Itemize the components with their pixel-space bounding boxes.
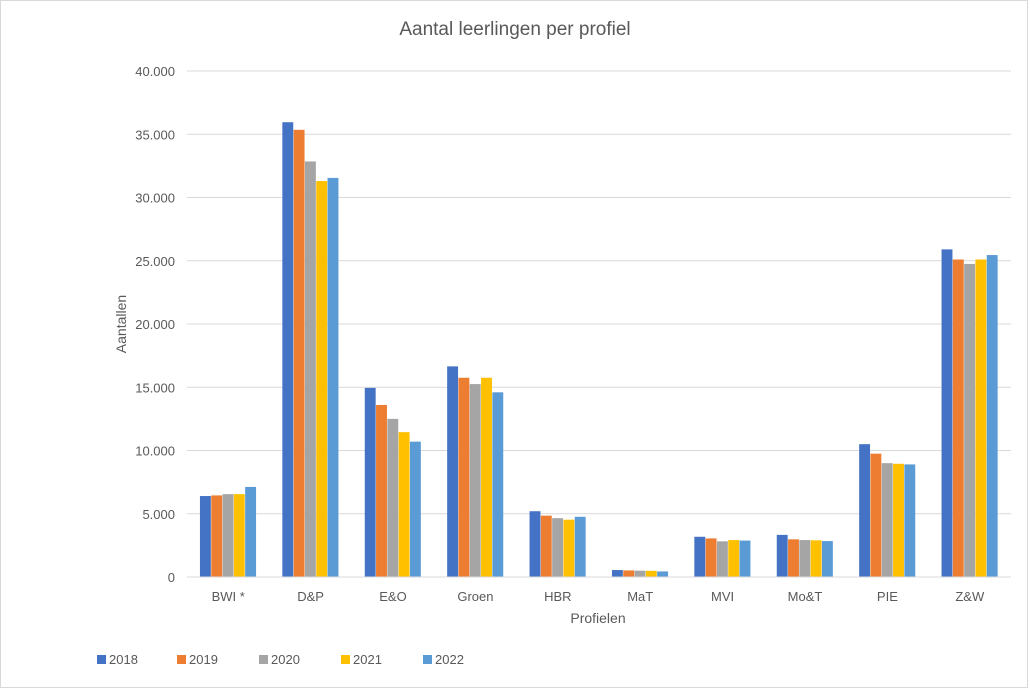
bar: [199, 496, 211, 577]
bar: [611, 570, 623, 577]
x-axis-ticks: BWI * D&P E&O Groen HBR MaT MVI Mo&T PIE Z&W: [212, 589, 985, 604]
legend-label: 2022: [435, 652, 464, 667]
bar: [376, 404, 387, 577]
x-tick-label: BWI *: [212, 589, 245, 604]
bar: [529, 511, 541, 577]
bar: [821, 541, 833, 577]
y-tick-label: 5.000: [142, 507, 175, 522]
bar: [282, 122, 294, 578]
x-tick-label: E&O: [379, 589, 406, 604]
bar: [788, 539, 799, 577]
legend-swatch: [97, 655, 106, 664]
bar: [657, 571, 669, 577]
bar: [893, 463, 904, 577]
bar: [398, 432, 410, 577]
bar: [552, 518, 564, 577]
bar: [447, 366, 459, 577]
legend: 2018 2019 2020 2021 2022: [97, 652, 464, 667]
bar: [810, 540, 822, 577]
bar: [469, 384, 481, 577]
bar: [975, 259, 987, 577]
legend-swatch: [423, 655, 432, 664]
x-axis-label: Profielen: [570, 610, 625, 626]
bar: [634, 570, 646, 577]
bar: [481, 377, 492, 577]
x-tick-label: MVI: [711, 589, 734, 604]
bar: [799, 540, 811, 577]
bar: [574, 516, 586, 577]
y-tick-label: 30.000: [135, 191, 175, 206]
x-tick-label: Z&W: [955, 589, 985, 604]
y-axis-label: Aantallen: [113, 295, 129, 353]
legend-swatch: [177, 655, 186, 664]
bar: [941, 249, 953, 578]
legend-swatch: [259, 655, 268, 664]
bar: [364, 387, 376, 577]
bar: [728, 540, 740, 577]
bar: [870, 453, 882, 577]
legend-label: 2020: [271, 652, 300, 667]
y-tick-label: 20.000: [135, 317, 175, 332]
bar: [211, 495, 223, 577]
bar: [776, 534, 788, 577]
bar: [904, 464, 916, 577]
x-tick-label: PIE: [877, 589, 898, 604]
legend-label: 2021: [353, 652, 382, 667]
x-tick-label: Mo&T: [788, 589, 823, 604]
bar: [492, 392, 504, 577]
y-tick-label: 0: [168, 570, 175, 585]
x-tick-label: HBR: [544, 589, 571, 604]
bar: [222, 494, 234, 577]
bar: [694, 536, 706, 577]
y-tick-label: 40.000: [135, 64, 175, 79]
bar: [705, 538, 717, 577]
x-tick-label: MaT: [627, 589, 653, 604]
y-tick-label: 25.000: [135, 254, 175, 269]
chart-title: Aantal leerlingen per profiel: [399, 19, 630, 40]
x-tick-label: Groen: [457, 589, 493, 604]
legend-label: 2018: [109, 652, 138, 667]
bar: [458, 377, 470, 577]
y-axis-ticks: 0 5.000 10.000 15.000 20.000 25.000 30.000 35.0…: [135, 64, 175, 585]
legend-swatch: [341, 655, 350, 664]
bar: [739, 540, 751, 577]
bar: [233, 494, 245, 577]
y-tick-label: 10.000: [135, 444, 175, 459]
x-tick-label: D&P: [297, 589, 324, 604]
bar: [563, 519, 575, 577]
bar: [952, 259, 964, 577]
bar: [409, 441, 421, 577]
y-tick-label: 35.000: [135, 127, 175, 142]
bar: [623, 570, 635, 577]
bar: [540, 515, 552, 577]
bar: [964, 263, 976, 577]
bar: [304, 161, 316, 577]
bar: [859, 444, 871, 577]
legend-label: 2019: [189, 652, 218, 667]
bar: [387, 418, 399, 577]
y-tick-label: 15.000: [135, 380, 175, 395]
bar: [986, 255, 998, 577]
bar: [645, 570, 657, 577]
bar: [316, 181, 328, 577]
bar: [881, 463, 893, 577]
bar: [716, 541, 728, 577]
bar: [327, 177, 339, 577]
bars: [199, 122, 998, 578]
bar: [293, 129, 305, 577]
bar: [245, 486, 257, 577]
